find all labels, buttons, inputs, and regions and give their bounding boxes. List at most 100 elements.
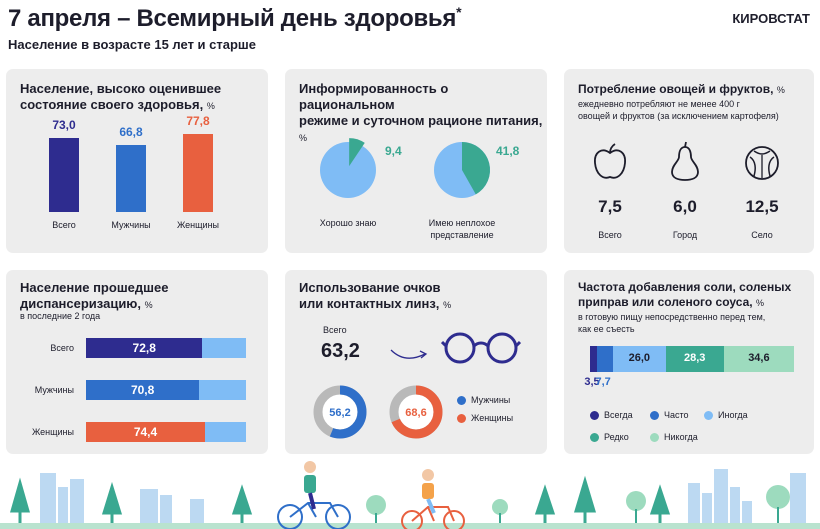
legend-men-label: Мужчины: [471, 395, 511, 405]
apple-icon: [594, 143, 626, 179]
round-trees: [366, 485, 790, 523]
vegetables-label-2: Село: [751, 230, 773, 240]
vegetables-unit: %: [776, 85, 785, 95]
awareness-title-line2: режиме и суточном рационе питания,: [299, 113, 543, 128]
legend-never-label: Никогда: [664, 432, 698, 442]
legend-always: Всегда: [590, 410, 633, 420]
vegetables-note-line1: ежедневно потребляют не менее 400 г: [578, 99, 740, 109]
legend-men-swatch: [457, 395, 466, 405]
vegetables-label-1: Город: [672, 230, 698, 240]
legend-never: Никогда: [650, 432, 698, 442]
glasses-title-line1: Использование очков: [299, 280, 441, 295]
glasses-donut-chart: 56,2 68,6: [313, 385, 443, 439]
glasses-total-label: Всего: [323, 325, 347, 335]
awareness-pie-slice-0: [349, 138, 365, 167]
trees: [10, 475, 671, 523]
legend-rarely-label: Редко: [604, 432, 629, 442]
legend-always-swatch: [590, 410, 599, 420]
salt-segment-2: [612, 346, 666, 372]
health-label-1: Мужчины: [111, 220, 151, 230]
glasses-donut-arc-0: [313, 385, 367, 439]
salt-stacked-bar: 3,5 7,7 26,0 28,3 34,6: [564, 270, 814, 454]
checkup-bar-1: [86, 380, 200, 400]
salt-title-line2: приправ или соленого соуса,: [578, 295, 753, 309]
salt-segment-1: [597, 346, 613, 372]
health-bar-0: [49, 138, 79, 212]
checkup-label-1: Мужчины: [34, 385, 74, 395]
glasses-value-1: 68,6: [405, 407, 426, 419]
vegetables-value-2: 12,5: [745, 197, 779, 216]
salt-value-1: 7,7: [595, 376, 611, 388]
awareness-label-1a: Имею неплохое: [429, 218, 495, 228]
checkup-bar-track-2: 74,4: [86, 422, 246, 442]
glasses-title-line2: или контактных линз,: [299, 296, 440, 311]
vegetables-note: ежедневно потребляют не менее 400 г овощ…: [578, 98, 779, 122]
cabbage-icon: [745, 146, 779, 180]
card-checkup: Население прошедшее диспансеризацию, % в…: [6, 270, 268, 454]
health-unit: %: [206, 101, 215, 111]
cyclist-man: [277, 461, 351, 529]
pear-icon: [671, 141, 699, 181]
checkup-value-1: 70,8: [130, 383, 155, 397]
awareness-title-line1: Информированность о рациональном: [299, 81, 449, 112]
health-bar-1: [116, 144, 146, 212]
checkup-value-0: 72,8: [132, 341, 156, 355]
checkup-bar-0: [86, 338, 203, 358]
health-title-line2: состояние своего здоровья,: [20, 97, 204, 112]
checkup-label-2: Женщины: [31, 427, 74, 437]
cityscape-illustration: [0, 461, 820, 529]
legend-sometimes-label: Иногда: [718, 410, 748, 420]
card-health: Население, высоко оценившее состояние св…: [6, 69, 268, 253]
glasses-donut-arc-1: [389, 385, 443, 439]
salt-value-2: 26,0: [628, 352, 651, 364]
vegetables-title: Потребление овощей и фруктов, %: [578, 81, 785, 98]
salt-note-line2: как ее съесть: [578, 324, 635, 334]
health-label-2: Женщины: [176, 220, 220, 230]
glasses-title: Использование очков или контактных линз,…: [299, 280, 451, 313]
checkup-bar-2: [86, 422, 206, 442]
legend-always-label: Всегда: [604, 410, 633, 420]
checkup-unit: %: [144, 300, 153, 310]
salt-title: Частота добавления соли, соленых приправ…: [578, 280, 791, 311]
glasses-value-0: 56,2: [329, 407, 350, 419]
checkup-bar-track-0: 72,8: [86, 338, 246, 358]
card-awareness: Информированность о рациональном режиме …: [285, 69, 547, 253]
salt-segment-3: [665, 346, 724, 372]
awareness-pie-base-0: [320, 142, 376, 198]
legend-never-swatch: [650, 432, 659, 442]
awareness-unit: %: [299, 133, 308, 143]
salt-value-4: 34,6: [748, 352, 770, 364]
health-value-1: 66,8: [119, 124, 143, 139]
ground-strip: [0, 523, 820, 529]
checkup-hbar-chart: Всего 72,8 Мужчины 70,8 Женщины 74,4: [6, 270, 268, 454]
cyclist-woman: [401, 469, 465, 529]
legend-rarely-swatch: [590, 432, 599, 442]
glasses-unit: %: [443, 300, 452, 310]
checkup-label-0: Всего: [50, 343, 74, 353]
awareness-label-1b: представление: [430, 230, 493, 240]
awareness-pie-chart: 9,4 41,8 Хорошо знаю Имею неплохое представл…: [320, 138, 520, 240]
checkup-note: в последние 2 года: [20, 311, 101, 321]
salt-note: в готовую пищу непосредственно перед тем…: [578, 311, 765, 335]
legend-men: Мужчины: [457, 395, 510, 405]
page-subtitle: Население в возрасте 15 лет и старше: [8, 37, 256, 52]
health-value-0: 73,0: [52, 118, 76, 133]
checkup-title-line1: Население прошедшее: [20, 280, 169, 295]
salt-unit: %: [755, 298, 764, 308]
checkup-value-2: 74,4: [133, 425, 158, 439]
legend-sometimes: Иногда: [704, 410, 748, 420]
card-salt: Частота добавления соли, соленых приправ…: [564, 270, 814, 454]
glasses-icon: [441, 332, 521, 364]
legend-women-label: Женщины: [471, 413, 514, 423]
legend-sometimes-swatch: [704, 410, 713, 420]
awareness-pie-slice-1: [462, 142, 491, 195]
legend-women-swatch: [457, 413, 466, 423]
health-label-0: Всего: [52, 220, 76, 230]
checkup-bar-track-1: 70,8: [86, 380, 246, 400]
checkup-title-line2: диспансеризацию,: [20, 296, 142, 311]
buildings-left: [40, 473, 204, 523]
vegetables-value-0: 7,5: [598, 197, 622, 216]
vegetables-value-1: 6,0: [673, 197, 697, 216]
legend-women: Женщины: [457, 413, 513, 423]
health-value-2: 77,8: [186, 113, 210, 128]
